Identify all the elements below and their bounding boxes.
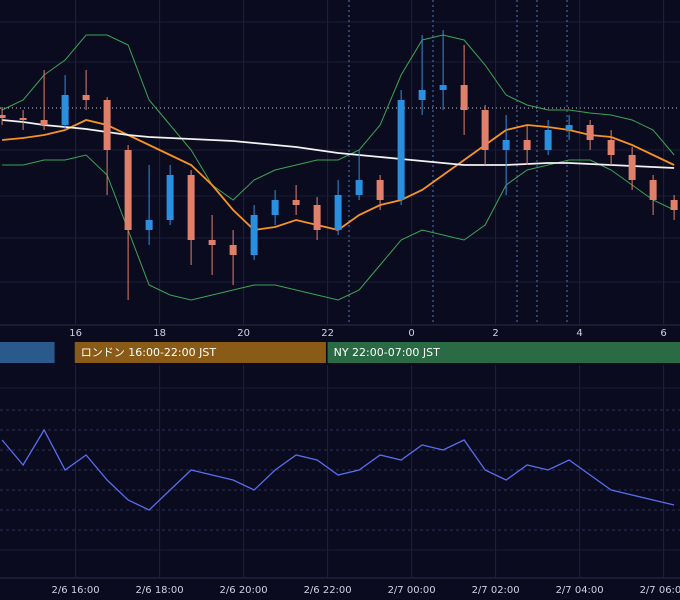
candle-body — [82, 95, 90, 100]
indicator-line — [2, 154, 675, 301]
x-tick-label: 2/7 02:00 — [472, 585, 520, 596]
x-tick-label: 2/7 06:00 — [640, 585, 680, 596]
candle-body — [229, 245, 237, 255]
candle-body — [565, 125, 573, 130]
x-tick-label: 0 — [408, 328, 414, 339]
candle-body — [418, 90, 426, 100]
x-tick-label: 20 — [237, 328, 250, 339]
indicator-line — [1, 34, 675, 201]
candle-body — [19, 118, 27, 120]
session-box — [327, 342, 680, 363]
candle-body — [523, 140, 531, 150]
candle-body — [61, 95, 69, 125]
candle-body — [376, 180, 384, 200]
x-tick-label: 16 — [69, 328, 82, 339]
candle-body — [292, 200, 300, 205]
candle-body — [607, 140, 615, 155]
session-label: ロンドン 16:00-22:00 JST — [81, 346, 217, 359]
x-tick-label: 2 — [492, 328, 498, 339]
candle-body — [313, 205, 321, 230]
candle-body — [0, 115, 6, 118]
indicator-line — [2, 119, 675, 169]
x-tick-label: 2/7 04:00 — [556, 585, 604, 596]
x-tick-label: 2/7 00:00 — [388, 585, 436, 596]
candle-body — [166, 175, 174, 220]
x-tick-label: 22 — [321, 328, 334, 339]
candle-body — [502, 140, 510, 150]
x-tick-label: 18 — [153, 328, 166, 339]
candle-body — [145, 220, 153, 230]
candle-body — [250, 215, 258, 255]
candle-body — [103, 100, 111, 150]
session-box — [74, 342, 326, 363]
x-tick-label: 2/6 16:00 — [52, 585, 100, 596]
x-tick-label: 2/6 18:00 — [136, 585, 184, 596]
x-tick-label: 6 — [660, 328, 666, 339]
oscillator-line — [1, 428, 675, 511]
candle-body — [481, 110, 489, 150]
x-tick-label: 2/6 20:00 — [220, 585, 268, 596]
candle-body — [334, 195, 342, 230]
candle-body — [649, 180, 657, 200]
candle-body — [586, 125, 594, 140]
session-label: NY 22:00-07:00 JST — [334, 346, 441, 359]
candle-body — [271, 200, 279, 215]
candle-body — [460, 85, 468, 110]
x-tick-label: 2/6 22:00 — [304, 585, 352, 596]
candle-body — [397, 100, 405, 200]
session-box — [0, 342, 55, 363]
candle-body — [670, 200, 678, 210]
candle-body — [544, 130, 552, 150]
event-lines — [348, 0, 568, 325]
candle-body — [187, 175, 195, 240]
candle-body — [355, 180, 363, 195]
grid-decor — [0, 21, 680, 551]
x-tick-label: 4 — [576, 328, 582, 339]
osc-levels — [0, 409, 680, 531]
plots — [0, 30, 678, 511]
candle-body — [628, 155, 636, 180]
candle-body — [124, 150, 132, 230]
candle-body — [208, 240, 216, 245]
candle-body — [40, 120, 48, 125]
candle-body — [439, 85, 447, 90]
